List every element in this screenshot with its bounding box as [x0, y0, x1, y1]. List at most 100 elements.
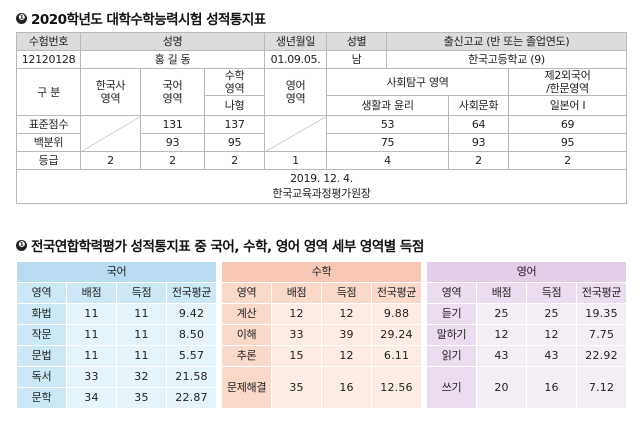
korean-header: 국어 영역 [140, 67, 205, 117]
subject-header-row-2: 나형 생활과 윤리 사회문화 일본어 Ⅰ [17, 95, 628, 117]
english-area-name: 쓰기 [426, 366, 478, 409]
percentile-label: 백분위 [16, 133, 81, 153]
korean-area-name: 문법 [16, 345, 67, 367]
math-score: 12 [321, 345, 373, 367]
table-row: 문학 34 35 22.87 [16, 387, 627, 409]
school-header: 출신고교 (반 또는 졸업연도) [386, 32, 628, 51]
korean-points: 11 [66, 324, 117, 346]
english-col-points: 배점 [476, 282, 528, 304]
math-type: 나형 [203, 95, 266, 117]
math-area-name: 문제해결 [221, 366, 273, 409]
bullet-icon: ❶ [16, 12, 27, 24]
math-average: 12.56 [371, 366, 423, 409]
korean-area-name: 독서 [16, 366, 67, 388]
standard-korean: 131 [140, 115, 205, 135]
subject-header-row-1: 구 분 한국사 영역 국어 영역 수학 영역 영어 영역 사회탐구 영역 제2외국어/한… [16, 67, 628, 117]
english-col-area: 영역 [426, 282, 478, 304]
category-label: 구 분 [16, 67, 81, 117]
column-header-row: 영역 배점 득점 전국평균 영역 배점 득점 전국평균 영역 배점 득점 전국평… [16, 282, 628, 304]
korean-area-name: 문학 [16, 387, 67, 409]
korean-area-name: 작문 [16, 324, 67, 346]
math-score: 39 [321, 324, 373, 346]
korean-points: 11 [66, 303, 117, 325]
korean-area-title: 국어 [15, 261, 218, 283]
birth-value: 01.09.05. [264, 50, 328, 69]
math-area-name: 추론 [221, 345, 273, 367]
percentile-math: 95 [203, 133, 266, 153]
detail-score-title: 전국연합학력평가 성적통지표 중 국어, 수학, 영어 영역 세부 영역별 득점 [31, 239, 424, 255]
korean-col-points: 배점 [66, 282, 117, 304]
issuer-name: 한국교육과정평가원장 [272, 186, 371, 200]
korean-average: 21.58 [165, 366, 218, 388]
history-header: 한국사 영역 [80, 67, 141, 117]
english-header: 영어 영역 [264, 67, 328, 117]
detail-score-heading: ❶ 전국연합학력평가 성적통지표 중 국어, 수학, 영어 영역 세부 영역별 … [16, 236, 424, 255]
grade-english: 1 [264, 151, 328, 171]
english-area-name: 말하기 [426, 324, 478, 346]
korean-col-area: 영역 [16, 282, 67, 304]
korean-points: 34 [66, 387, 117, 409]
table-row: 화법 11 11 9.42 계산 12 12 9.88 듣기 25 25 19.… [16, 303, 628, 325]
korean-score: 11 [116, 345, 167, 367]
math-points: 15 [271, 345, 323, 367]
korean-points: 11 [66, 345, 117, 367]
english-score: 12 [526, 324, 578, 346]
social-subject-2: 사회문화 [448, 95, 510, 117]
table-row: 독서 33 32 21.58 문제해결 35 16 12.56 쓰기 20 16… [16, 366, 628, 409]
standard-score-row: 표준점수 131 137 53 64 69 [16, 115, 628, 153]
english-points: 20 [476, 366, 528, 409]
math-score: 16 [321, 366, 373, 409]
english-points: 43 [476, 345, 528, 367]
grade-row: 등급 2 2 2 1 4 2 2 [16, 151, 628, 171]
name-header: 성명 [79, 32, 266, 51]
math-area-title: 수학 [221, 261, 423, 283]
math-average: 6.11 [371, 345, 423, 367]
korean-average: 8.50 [165, 324, 218, 346]
korean-score: 11 [116, 324, 167, 346]
social-header: 사회탐구 영역 [326, 67, 510, 97]
korean-average: 5.57 [165, 345, 218, 367]
english-average: 22.92 [576, 345, 628, 367]
social-subject-1: 생활과 윤리 [326, 95, 450, 117]
second-language-header: 제2외국어/한문영역 [508, 67, 628, 97]
birth-header: 생년월일 [264, 32, 328, 51]
grade-korean: 2 [140, 151, 205, 171]
second-language-subject: 일본어 Ⅰ [508, 95, 628, 117]
math-header: 수학 영역 [203, 67, 266, 97]
issuer-row: 2019. 12. 4. 한국교육과정평가원장 [15, 169, 628, 205]
math-col-area: 영역 [221, 282, 273, 304]
english-empty-cell [264, 115, 328, 153]
bullet-icon: ❶ [16, 239, 27, 251]
math-average: 9.88 [371, 303, 423, 325]
korean-score: 32 [116, 366, 167, 388]
korean-col-average: 전국평균 [165, 282, 218, 304]
gender-value: 남 [326, 50, 388, 69]
korean-average: 9.42 [165, 303, 218, 325]
standard-social-2: 64 [448, 115, 510, 135]
english-score: 16 [526, 366, 578, 409]
korean-score: 11 [116, 303, 167, 325]
percentile-social-1: 75 [326, 133, 450, 153]
english-average: 7.12 [576, 366, 628, 409]
english-area-name: 읽기 [426, 345, 478, 367]
korean-points: 33 [66, 366, 117, 388]
issuer-cell: 2019. 12. 4. 한국교육과정평가원장 [15, 169, 628, 205]
math-area-name: 이해 [221, 324, 273, 346]
detail-score-table: 국어 수학 영어 영역 배점 득점 전국평균 영역 배점 득점 전국평균 영역 … [15, 261, 628, 409]
math-score: 12 [321, 303, 373, 325]
percentile-second-language: 95 [508, 133, 628, 153]
grade-social-1: 4 [326, 151, 450, 171]
math-col-average: 전국평균 [371, 282, 423, 304]
percentile-social-2: 93 [448, 133, 510, 153]
standard-math: 137 [203, 115, 266, 135]
korean-score: 35 [116, 387, 167, 409]
grade-math: 2 [203, 151, 266, 171]
area-title-row: 국어 수학 영어 [15, 261, 628, 283]
school-value: 한국고등학교 (9) [386, 50, 628, 69]
english-score: 25 [526, 303, 578, 325]
english-col-average: 전국평균 [576, 282, 628, 304]
percentile-row: 백분위 93 95 75 93 95 [16, 133, 628, 153]
report-card-title: 2020학년도 대학수학능력시험 성적통지표 [31, 12, 266, 28]
english-points: 12 [476, 324, 528, 346]
grade-second-language: 2 [508, 151, 628, 171]
